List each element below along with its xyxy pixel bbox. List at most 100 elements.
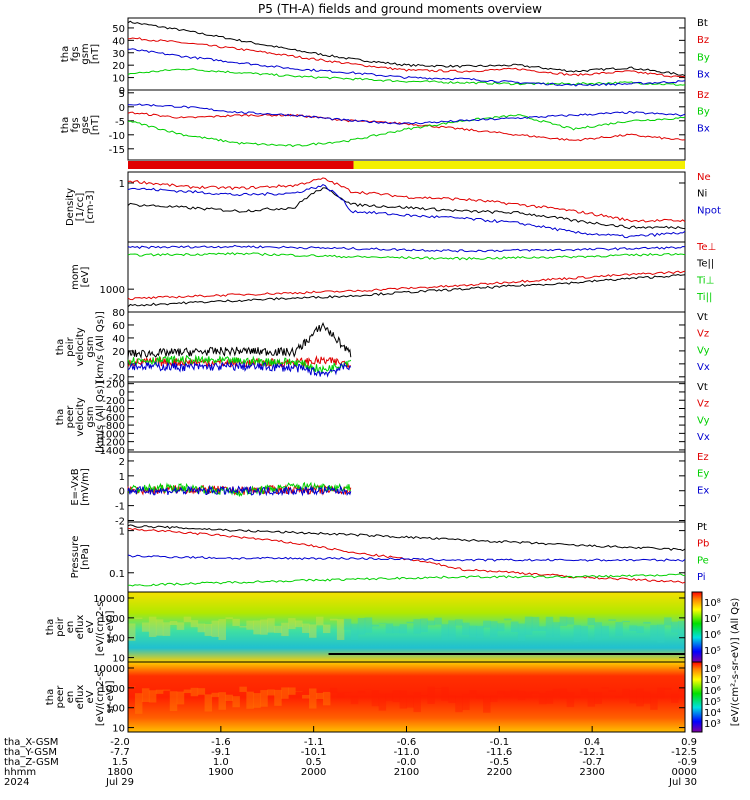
spec-texture	[671, 621, 679, 633]
spec-texture	[392, 626, 401, 634]
spec-texture	[657, 687, 665, 699]
ytick-label: 0	[119, 103, 125, 114]
legend-density-1: Ni	[697, 189, 707, 200]
spec-texture	[483, 620, 491, 628]
spec-texture	[225, 694, 233, 701]
spec-texture	[329, 618, 338, 621]
spec-texture	[664, 687, 672, 690]
time-value: 1900	[208, 767, 233, 778]
ylabel-line: [km/s (All Qs)]	[95, 381, 106, 453]
spec-texture	[343, 618, 352, 630]
spec-texture	[246, 691, 254, 709]
spec-texture	[622, 688, 630, 696]
time-value: 0.5	[306, 757, 322, 768]
spec-texture	[643, 691, 651, 704]
spec-texture	[197, 623, 206, 633]
ylabel-line: tha	[60, 46, 71, 62]
legend-temp-0: Te⊥	[696, 242, 716, 253]
spec-texture	[490, 621, 498, 638]
spec-texture	[427, 686, 435, 704]
ylabel-line: velocity	[75, 397, 86, 436]
spec-texture	[503, 618, 512, 621]
spec-texture	[134, 693, 143, 714]
spec-texture	[538, 693, 547, 705]
ylabel-line: tha	[45, 689, 56, 705]
ylabel-peir_vel: thapeirvelocitygsm[km/s (All Qs)]	[55, 311, 106, 383]
spec-texture	[601, 625, 609, 639]
spec-texture	[155, 689, 164, 694]
spec-texture	[371, 690, 380, 707]
spec-texture	[427, 620, 435, 626]
colorbar-tick-top: 10⁸	[704, 598, 721, 609]
ylabel-line: tha	[45, 619, 56, 635]
time-value: -0.7	[582, 757, 602, 768]
legend-temp-1: Te||	[696, 259, 714, 270]
spec-texture	[420, 618, 428, 633]
ytick-label: 1000	[100, 684, 125, 695]
spec-texture	[483, 696, 491, 713]
spec-texture	[176, 691, 185, 705]
spec-texture	[274, 625, 282, 633]
panel-frame	[127, 381, 686, 453]
colorbar-tick-bottom: 10³	[704, 719, 721, 730]
series-peir_vel-0	[127, 321, 352, 360]
legend-peir_vel-0: Vt	[697, 312, 708, 323]
ylabel-line: Pressure	[70, 536, 81, 579]
spec-texture	[267, 618, 275, 633]
ylabel-line: [eV/(cm2-s-	[95, 598, 106, 657]
spec-texture	[629, 689, 637, 704]
legend-peer_vel-3: Vx	[697, 432, 710, 443]
spec-texture	[148, 616, 157, 637]
time-value: 2300	[579, 767, 604, 778]
ylabel-line: sr-eV)]	[105, 610, 116, 643]
spec-texture	[322, 691, 331, 706]
colorbar-bottom	[691, 661, 703, 733]
spec-texture	[594, 692, 602, 704]
series-fgs_gse-0	[127, 111, 686, 142]
spec-texture	[664, 617, 672, 626]
spec-texture	[573, 625, 582, 643]
spec-texture	[517, 690, 526, 701]
ylabel-line: tha	[60, 117, 71, 133]
colorbar-tick-top: 10⁵	[704, 646, 721, 657]
ytick-label: -400	[102, 405, 125, 416]
spec-texture	[573, 696, 582, 699]
ylabel-line: [mV/m]	[80, 468, 91, 506]
ytick-label: 0.1	[109, 569, 125, 580]
time-value: -1.6	[211, 737, 231, 748]
spec-texture	[197, 688, 206, 695]
spec-texture	[552, 622, 561, 638]
legend-density-2: Npot	[697, 205, 721, 216]
ytick-label: 0	[119, 388, 125, 399]
spec-texture	[128, 623, 136, 641]
legend-fgs_gse-2: Bx	[697, 123, 710, 134]
spec-texture	[420, 695, 428, 696]
ytick-label: -200	[102, 396, 125, 407]
spec-texture	[350, 623, 359, 641]
spec-texture	[239, 686, 247, 692]
spec-texture	[141, 622, 150, 632]
colorbar-tick-bottom: 10⁷	[704, 675, 721, 686]
series-fgs_gsm-1	[127, 37, 686, 78]
panel-frame	[127, 521, 686, 593]
time-value: -7.7	[110, 747, 130, 758]
ytick-label: -1200	[96, 438, 125, 449]
ytick-label: -1400	[96, 446, 125, 457]
time-value: -0.6	[397, 737, 417, 748]
spec-texture	[678, 688, 686, 692]
spec-texture	[622, 620, 630, 623]
ylabel-temp: mom[eV]	[70, 264, 91, 290]
spec-texture	[392, 690, 401, 703]
ylabel-line: Density	[65, 188, 76, 226]
spec-texture	[155, 619, 164, 636]
spec-texture	[134, 617, 143, 619]
legend-pressure-0: Pt	[697, 522, 707, 533]
spec-texture	[413, 692, 421, 713]
ylabel-line: fgs	[70, 46, 81, 61]
legend-peir_vel-3: Vx	[697, 362, 710, 373]
spec-texture	[671, 693, 679, 703]
ylabel-line: gsm	[85, 336, 96, 357]
